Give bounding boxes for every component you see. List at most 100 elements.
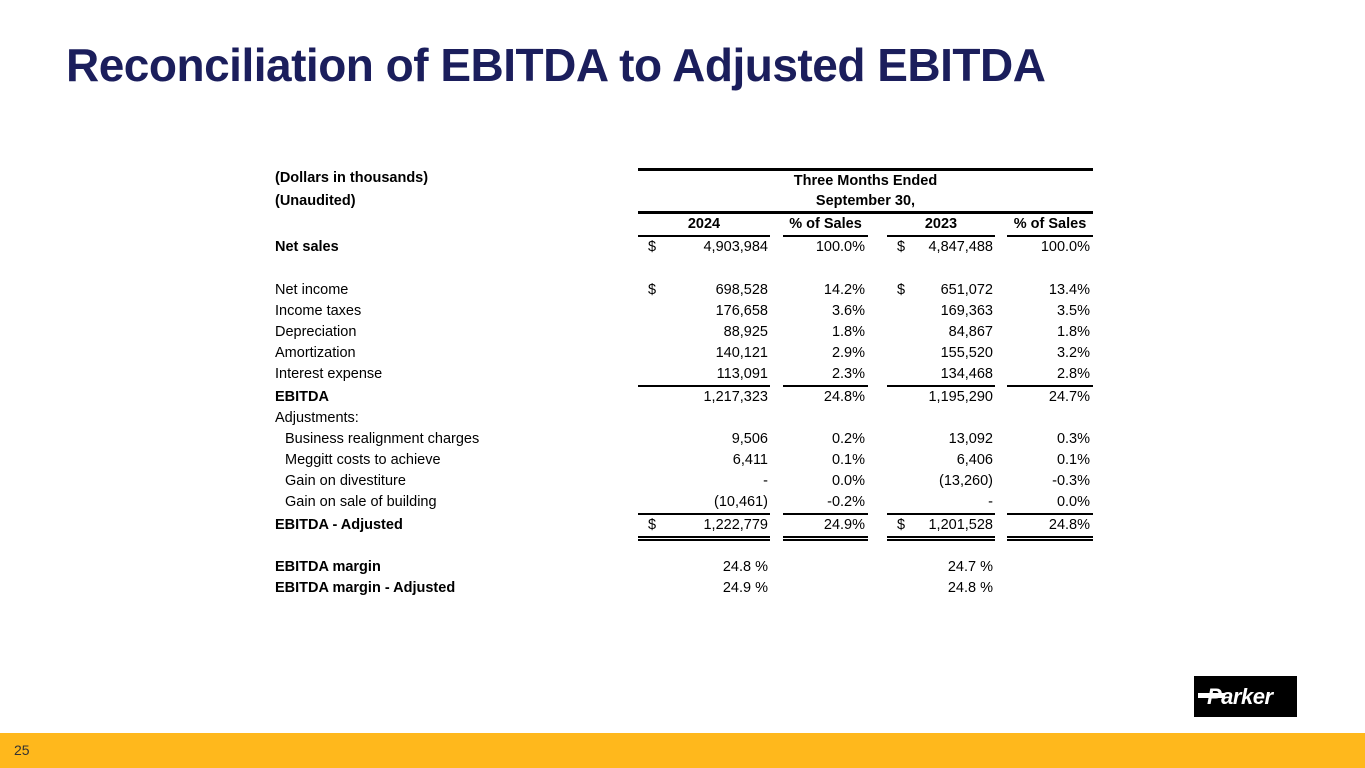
pct-of-sales-2024: 14.2% (823, 282, 865, 298)
pct-of-sales-2023: 0.1% (1056, 452, 1090, 468)
value: 169,363 (940, 303, 993, 319)
value: 1,195,290 (928, 389, 993, 405)
period-header-line2: September 30, (638, 191, 1093, 214)
value: 24.7 % (947, 559, 993, 575)
row-label: Income taxes (275, 303, 362, 319)
col-header-2024: 2024 (638, 214, 770, 237)
row-label: Gain on divestiture (285, 473, 406, 489)
value-group-2024: 140,121 (638, 343, 770, 364)
value-group-2023: 84,867 (887, 322, 995, 343)
row-label: Depreciation (275, 324, 357, 340)
row-label: Net sales (275, 239, 339, 255)
pct-of-sales-2024: 1.8% (831, 324, 865, 340)
pct-of-sales-2024 (783, 557, 868, 578)
logo-dash-icon (1198, 693, 1225, 698)
value-group-2023: 6,406 (887, 450, 995, 471)
value: - (763, 473, 768, 489)
value-group-2024: 176,658 (638, 301, 770, 322)
pct-of-sales-2023: 1.8% (1056, 324, 1090, 340)
value-group-2024: 6,411 (638, 450, 770, 471)
dollar-sign: $ (648, 239, 657, 255)
value: 140,121 (715, 345, 768, 361)
unaudited-note: (Unaudited) (275, 193, 356, 209)
value-group-2024: 113,091 (638, 364, 770, 387)
pct-of-sales-2023: 24.7% (1048, 389, 1090, 405)
value-group-2024: $698,528 (638, 280, 770, 301)
row-label: Amortization (275, 345, 356, 361)
value-group-2023: 169,363 (887, 301, 995, 322)
pct-of-sales-2024 (783, 578, 868, 599)
footer-bar: 25 (0, 733, 1365, 768)
col-header-pct-sales-2023: % of Sales (1007, 214, 1093, 237)
pct-of-sales-2023 (1007, 578, 1093, 599)
pct-of-sales-2023: 3.2% (1056, 345, 1090, 361)
parker-logo: Parker (1194, 676, 1297, 717)
value: 24.8 % (722, 559, 768, 575)
value-group-2024: 24.8 % (638, 557, 770, 578)
value: 1,217,323 (703, 389, 768, 405)
pct-of-sales-2024: 24.8% (823, 389, 865, 405)
value-group-2024: (10,461) (638, 492, 770, 515)
value: 6,406 (956, 452, 993, 468)
value: 155,520 (940, 345, 993, 361)
pct-of-sales-2024: 2.3% (783, 364, 868, 387)
value-group-2024 (638, 408, 770, 429)
value-group-2023: 1,195,290 (887, 387, 995, 408)
dollar-sign: $ (897, 282, 906, 298)
row-label: Net income (275, 282, 349, 298)
pct-of-sales-2024: 0.1% (831, 452, 865, 468)
value-group-2023: $4,847,488 (887, 237, 995, 258)
row-label: Business realignment charges (285, 431, 480, 447)
value: 9,506 (731, 431, 768, 447)
pct-of-sales-2023 (1007, 408, 1093, 429)
units-note: (Dollars in thousands) (275, 170, 429, 186)
row-spacer (275, 258, 1093, 280)
pct-of-sales-2024: -0.2% (783, 492, 868, 515)
value: 6,411 (732, 452, 768, 468)
col-header-pct-sales-2024: % of Sales (783, 214, 868, 237)
row-label: EBITDA margin - Adjusted (275, 580, 456, 596)
col-header-spacer (275, 214, 638, 235)
value-group-2024: $4,903,984 (638, 237, 770, 258)
value-group-2023: 155,520 (887, 343, 995, 364)
value: 176,658 (715, 303, 768, 319)
pct-of-sales-2023: 13.4% (1048, 282, 1090, 298)
col-header-2023: 2023 (887, 214, 995, 237)
value-group-2023: 13,092 (887, 429, 995, 450)
pct-of-sales-2023: 0.3% (1056, 431, 1090, 447)
row-label: EBITDA - Adjusted (275, 517, 403, 533)
pct-of-sales-2023: 3.5% (1056, 303, 1090, 319)
value: 1,201,528 (928, 517, 993, 533)
dollar-sign: $ (648, 282, 657, 298)
dollar-sign: $ (897, 239, 906, 255)
value-group-2024: 24.9 % (638, 578, 770, 599)
pct-of-sales-2024 (783, 408, 868, 429)
pct-of-sales-2023: 0.0% (1007, 492, 1093, 515)
page-title: Reconciliation of EBITDA to Adjusted EBI… (66, 39, 1046, 91)
value: 698,528 (715, 282, 768, 298)
dollar-sign: $ (648, 517, 657, 533)
value-group-2024: 1,217,323 (638, 387, 770, 408)
financial-table: (Dollars in thousands) Three Months Ende… (275, 168, 1093, 599)
value-group-2023: 134,468 (887, 364, 995, 387)
value: 13,092 (948, 431, 993, 447)
row-label: Meggitt costs to achieve (285, 452, 441, 468)
row-label: Adjustments: (275, 410, 359, 426)
value: 84,867 (948, 324, 993, 340)
pct-of-sales-2024: 3.6% (831, 303, 865, 319)
value-group-2024: $1,222,779 (638, 515, 770, 541)
page-number: 25 (14, 742, 30, 758)
value-group-2023: 24.8 % (887, 578, 995, 599)
pct-of-sales-2023 (1007, 557, 1093, 578)
value: 24.9 % (722, 580, 768, 596)
pct-of-sales-2024: 0.0% (831, 473, 865, 489)
period-header-line1: Three Months Ended (638, 168, 1093, 191)
pct-of-sales-2023: 24.8% (1007, 515, 1093, 541)
dollar-sign: $ (897, 517, 906, 533)
pct-of-sales-2024: 24.9% (783, 515, 868, 541)
pct-of-sales-2024: 100.0% (815, 239, 865, 255)
pct-of-sales-2024: 0.2% (831, 431, 865, 447)
row-label: EBITDA (275, 389, 329, 405)
row-label: EBITDA margin (275, 559, 381, 575)
